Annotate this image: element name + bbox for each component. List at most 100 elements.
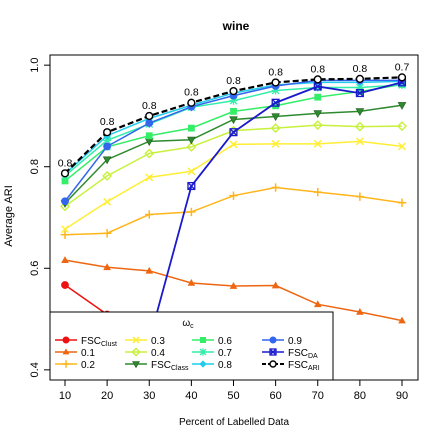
data-point — [398, 316, 406, 324]
data-point — [313, 83, 322, 92]
data-point — [229, 128, 238, 137]
data-point — [187, 181, 196, 191]
data-point — [229, 96, 238, 105]
legend-title: ωc — [182, 318, 194, 330]
omega-label: 0.8 — [142, 100, 157, 112]
legend-label: 0.2 — [81, 360, 95, 371]
data-point — [229, 140, 238, 149]
data-point — [102, 170, 113, 181]
data-point — [313, 110, 323, 119]
marker-cross — [313, 82, 322, 91]
legend-item: FSCDA — [262, 348, 318, 360]
series-0-3 — [61, 137, 406, 234]
legend-label: 0.1 — [81, 348, 95, 359]
data-point — [187, 279, 196, 286]
data-point — [355, 137, 364, 146]
data-point — [271, 113, 280, 122]
data-point — [199, 360, 207, 368]
data-point — [145, 111, 154, 121]
data-point — [271, 139, 280, 148]
x-tick-label: 50 — [227, 390, 239, 402]
data-point — [103, 197, 112, 206]
legend-item: 0.9 — [262, 336, 302, 347]
legend-label: 0.3 — [151, 336, 165, 347]
x-tick-label: 80 — [354, 390, 366, 402]
x-axis-label: Percent of Labelled Data — [179, 417, 290, 428]
omega-label: 0.8 — [58, 157, 73, 169]
data-point — [313, 300, 322, 308]
x-tick-label: 90 — [396, 390, 408, 402]
data-point — [270, 123, 281, 134]
data-point — [271, 281, 280, 289]
x-axis: 10 20 30 40 50 60 70 80 90 — [59, 380, 408, 402]
data-point — [397, 73, 407, 82]
series-line — [64, 124, 403, 207]
omega-label: 0.8 — [100, 116, 115, 128]
y-tick-label: 0.4 — [29, 362, 41, 377]
series-fsc-ari — [60, 73, 407, 178]
data-point — [60, 230, 70, 239]
data-point — [103, 263, 111, 271]
data-point — [62, 348, 70, 355]
data-point — [355, 192, 365, 201]
data-point — [355, 74, 364, 83]
data-point — [271, 78, 280, 87]
data-point — [144, 148, 155, 159]
legend-item: 0.4 — [125, 347, 165, 359]
series-0-9 — [61, 76, 406, 206]
legend-item: 0.6 — [192, 336, 232, 347]
data-point — [61, 177, 69, 185]
data-point — [312, 120, 323, 131]
data-point — [61, 225, 69, 234]
legend-item: FSCARI — [262, 360, 320, 372]
data-point — [187, 98, 196, 107]
data-point — [186, 141, 197, 152]
data-point — [313, 139, 322, 148]
data-point — [313, 75, 322, 84]
y-axis: 0.4 0.6 0.8 1.0 — [29, 58, 50, 377]
data-point — [61, 256, 69, 263]
data-point — [145, 266, 154, 274]
data-point — [356, 307, 364, 315]
marker-cross — [271, 98, 280, 107]
omega-label: 0.8 — [184, 87, 199, 99]
data-point — [187, 207, 196, 217]
y-axis-label: Average ARI — [3, 185, 15, 247]
legend-item: 0.1 — [55, 348, 95, 359]
data-point — [314, 93, 322, 101]
x-tick-label: 10 — [59, 390, 71, 402]
marker-cross — [356, 89, 364, 97]
legend-item: FSCClass — [125, 360, 189, 372]
data-point — [355, 83, 364, 92]
omega-label: 0.7 — [395, 61, 410, 73]
data-point — [229, 282, 238, 289]
data-point — [398, 142, 406, 151]
data-point — [200, 337, 206, 343]
legend-box — [49, 311, 334, 381]
omega-label: 0.8 — [310, 63, 325, 75]
data-point — [397, 102, 407, 110]
data-point — [356, 88, 364, 95]
data-point — [132, 361, 140, 369]
data-point — [271, 98, 280, 107]
legend-item: 0.2 — [55, 360, 95, 371]
x-tick-label: 30 — [143, 390, 155, 402]
data-point — [269, 336, 277, 344]
data-point — [269, 360, 277, 368]
data-point — [229, 86, 238, 96]
x-tick-label: 70 — [312, 390, 324, 402]
data-point — [145, 132, 153, 140]
data-point — [145, 119, 154, 127]
series-0-1 — [61, 256, 406, 324]
data-point — [103, 128, 112, 137]
omega-label: 0.8 — [226, 75, 241, 87]
data-point — [132, 336, 140, 344]
legend-label: FSCDA — [288, 348, 318, 360]
data-point — [354, 121, 365, 132]
y-tick-label: 0.6 — [29, 261, 41, 276]
y-tick-label: 1.0 — [29, 58, 41, 73]
x-tick-label: 40 — [185, 390, 197, 402]
data-point — [103, 136, 112, 145]
x-tick-label: 60 — [270, 390, 282, 402]
